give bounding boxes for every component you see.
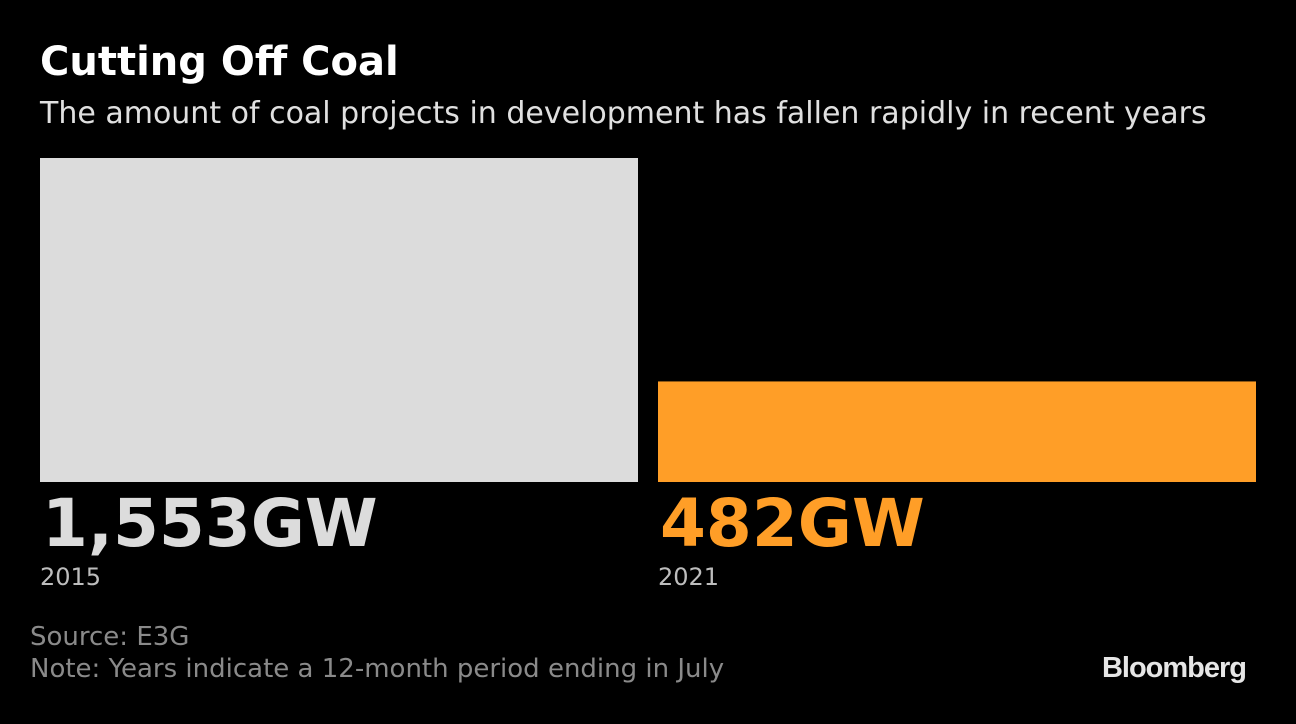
value-label-2021: 482GW xyxy=(660,485,925,562)
category-label-2015: 2015 xyxy=(40,563,101,591)
chart-title: Cutting Off Coal xyxy=(40,39,399,85)
footnote: Note: Years indicate a 12-month period e… xyxy=(30,654,725,684)
chart-subtitle: The amount of coal projects in developme… xyxy=(40,96,1207,131)
bloomberg-logo: Bloomberg xyxy=(1101,652,1247,684)
bar-2021 xyxy=(658,381,1256,482)
category-label-2021: 2021 xyxy=(658,563,719,591)
bar-2015 xyxy=(40,158,638,482)
source-note: Source: E3G xyxy=(30,622,190,652)
value-label-2015: 1,553GW xyxy=(42,485,378,562)
